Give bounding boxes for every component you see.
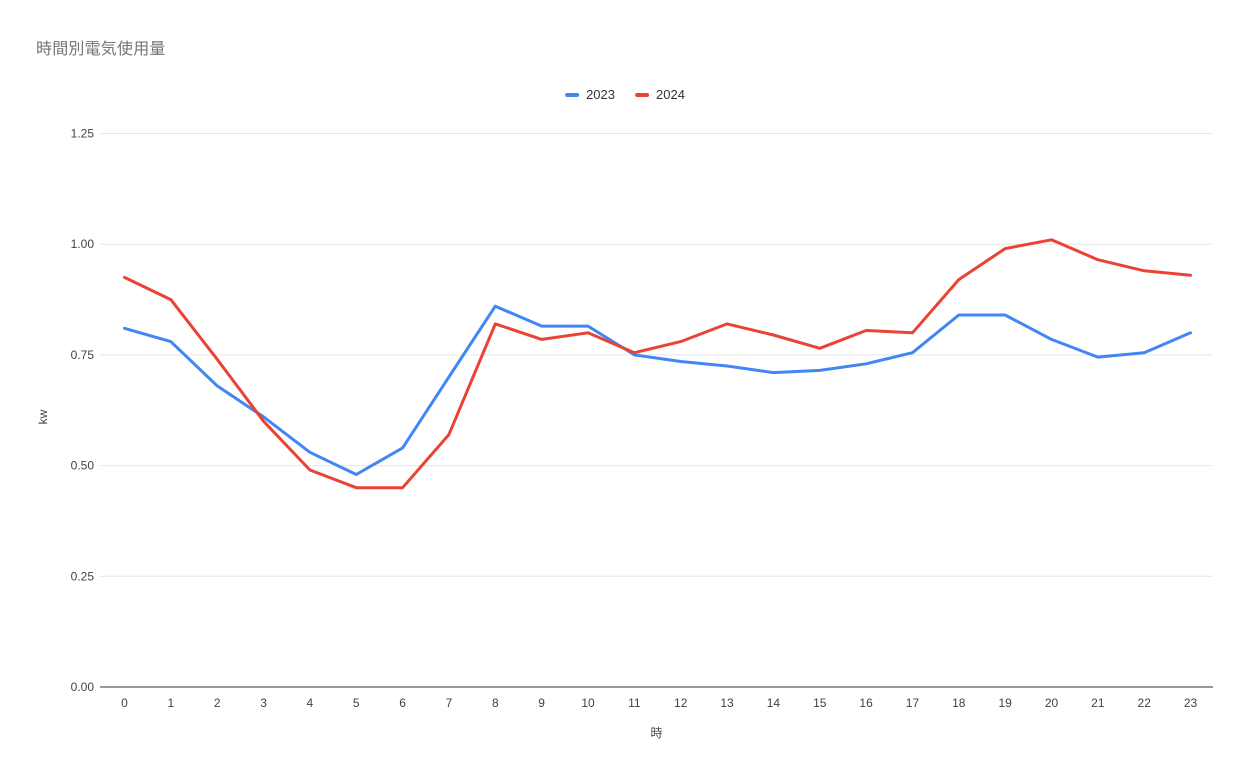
x-tick-label: 22: [1138, 696, 1152, 710]
x-tick-label: 16: [859, 696, 873, 710]
x-tick-label: 11: [628, 696, 641, 710]
legend-item-2024: 2024: [635, 87, 685, 102]
chart-title: 時間別電気使用量: [36, 41, 166, 58]
x-tick-label: 4: [307, 696, 314, 710]
x-tick-label: 10: [581, 696, 595, 710]
x-tick-label: 14: [767, 696, 781, 710]
x-tick-label: 15: [813, 696, 827, 710]
y-tick-label: 0.75: [71, 348, 95, 362]
legend-label-2024: 2024: [656, 87, 685, 102]
x-tick-label: 19: [998, 696, 1012, 710]
x-tick-label: 1: [168, 696, 175, 710]
y-tick-label: 1.25: [71, 127, 95, 141]
legend-item-2023: 2023: [565, 87, 615, 102]
x-tick-label: 9: [538, 696, 545, 710]
x-tick-label: 6: [399, 696, 406, 710]
x-tick-label: 23: [1184, 696, 1198, 710]
x-axis-title: 時: [650, 726, 662, 740]
x-tick-label: 7: [446, 696, 453, 710]
y-tick-label: 1.00: [71, 237, 95, 251]
x-tick-label: 5: [353, 696, 360, 710]
legend-swatch-2024-icon: [635, 92, 649, 97]
x-tick-label: 17: [906, 696, 920, 710]
legend-label-2023: 2023: [586, 87, 615, 102]
x-tick-label: 18: [952, 696, 966, 710]
series-line-2024: [123, 238, 1192, 490]
x-tick-label: 3: [260, 696, 267, 710]
x-tick-label: 20: [1045, 696, 1059, 710]
x-tick-label: 2: [214, 696, 221, 710]
y-tick-label: 0.25: [71, 569, 95, 583]
chart-legend: 2023 2024: [565, 87, 685, 102]
legend-swatch-2023-icon: [565, 92, 580, 97]
x-tick-label: 12: [674, 696, 688, 710]
x-tick-label: 21: [1091, 696, 1105, 710]
y-tick-label: 0.50: [71, 459, 95, 473]
x-tick-label: 8: [492, 696, 499, 710]
x-tick-label: 13: [720, 696, 734, 710]
y-axis-title: kw: [36, 409, 50, 424]
series-line-2023: [123, 304, 1192, 476]
x-tick-label: 0: [121, 696, 128, 710]
y-tick-label: 0.00: [71, 680, 95, 694]
